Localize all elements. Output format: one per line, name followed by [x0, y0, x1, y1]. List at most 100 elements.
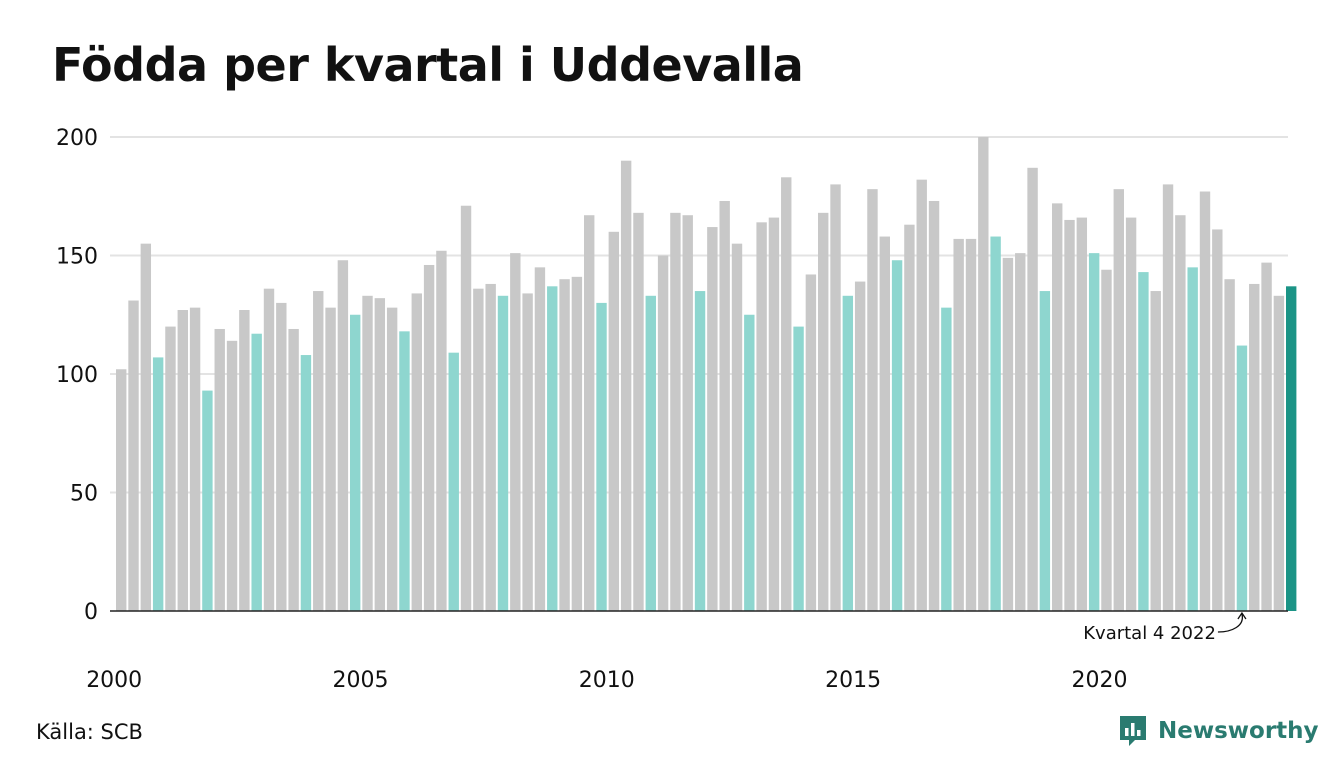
bar [559, 279, 570, 611]
bar [411, 293, 422, 611]
brand-name: Newsworthy [1158, 718, 1319, 744]
bar [1015, 253, 1026, 611]
bar [768, 217, 780, 611]
bar [251, 333, 262, 611]
bar [1249, 283, 1260, 611]
bar [1052, 203, 1063, 612]
bar [978, 137, 989, 611]
bar [1150, 291, 1161, 611]
bar [374, 298, 386, 611]
bar [165, 326, 176, 611]
bar [941, 307, 952, 611]
bar-chart: 0 50 100 150 200 2000 2005 2010 2015 2020 Kvarta… [56, 126, 1297, 693]
bar [534, 267, 546, 611]
bar [1273, 295, 1285, 611]
bar [731, 243, 743, 611]
bar [682, 215, 693, 611]
bar [854, 281, 866, 611]
bar [263, 288, 275, 611]
bar [189, 307, 201, 611]
bar [719, 200, 730, 612]
x-tick-label: 2020 [1072, 668, 1128, 693]
x-tick-label: 2015 [825, 668, 881, 693]
bar [128, 300, 139, 611]
bar [1212, 229, 1223, 611]
bar [1224, 279, 1235, 611]
bar [793, 326, 804, 611]
bar [423, 264, 435, 611]
bars [116, 137, 1297, 612]
bar [448, 352, 459, 611]
bar [386, 307, 398, 611]
x-tick-label: 2000 [86, 668, 142, 693]
bar [830, 184, 841, 611]
bar [670, 212, 681, 611]
bar [891, 260, 903, 611]
bar [1076, 217, 1088, 611]
bar [707, 227, 718, 611]
bar [694, 291, 706, 611]
y-tick-label: 50 [70, 482, 98, 507]
bar [485, 283, 496, 611]
bar [1162, 184, 1174, 611]
bar [1138, 272, 1149, 611]
bar [633, 212, 644, 611]
bar [1002, 257, 1014, 611]
bar [522, 293, 533, 611]
annotation-label: Kvartal 4 2022 [1083, 623, 1216, 644]
y-tick-label: 0 [84, 600, 98, 625]
chart-title: Födda per kvartal i Uddevalla [52, 38, 804, 92]
bar [226, 340, 238, 611]
bar [965, 238, 977, 611]
bar [657, 255, 669, 611]
bar [904, 224, 915, 611]
bar [325, 307, 336, 611]
bar [399, 331, 410, 611]
newsworthy-logo-icon [1120, 716, 1146, 746]
bar [313, 291, 324, 611]
y-tick-label: 150 [56, 245, 98, 270]
bar [140, 243, 152, 611]
bar [202, 390, 213, 611]
bar [300, 355, 312, 611]
y-tick-label: 100 [56, 363, 98, 388]
bar [1261, 262, 1272, 611]
source-label: Källa: SCB [36, 720, 143, 744]
bar [152, 357, 164, 611]
bar [116, 369, 127, 611]
bar [1199, 191, 1211, 611]
bar [1236, 345, 1248, 611]
bar [584, 215, 595, 611]
bar [879, 236, 890, 612]
x-tick-label: 2010 [579, 668, 635, 693]
bar [805, 274, 817, 611]
bar [436, 250, 447, 611]
bar [288, 328, 299, 611]
bar [1175, 215, 1186, 611]
bar [214, 328, 225, 611]
x-axis-labels: 2000 2005 2010 2015 2020 [86, 668, 1127, 693]
bar [350, 314, 361, 611]
bar [1027, 167, 1038, 611]
bar [571, 276, 583, 611]
bar [1125, 217, 1137, 611]
bar [1286, 286, 1297, 611]
bar [818, 212, 829, 611]
bar [608, 231, 620, 612]
bar [990, 236, 1001, 612]
x-tick-label: 2005 [333, 668, 389, 693]
bar [1187, 267, 1198, 611]
brand-logo: Newsworthy [1118, 714, 1319, 748]
bar [596, 302, 607, 611]
bar [177, 310, 188, 611]
bar [756, 222, 767, 611]
bar [842, 295, 854, 611]
bar [1088, 253, 1100, 611]
bar [497, 295, 509, 611]
y-axis-labels: 0 50 100 150 200 [56, 126, 98, 625]
bar [620, 160, 632, 611]
y-tick-label: 200 [56, 126, 98, 151]
bar [473, 288, 484, 611]
bar [953, 238, 964, 611]
bar [744, 314, 755, 611]
